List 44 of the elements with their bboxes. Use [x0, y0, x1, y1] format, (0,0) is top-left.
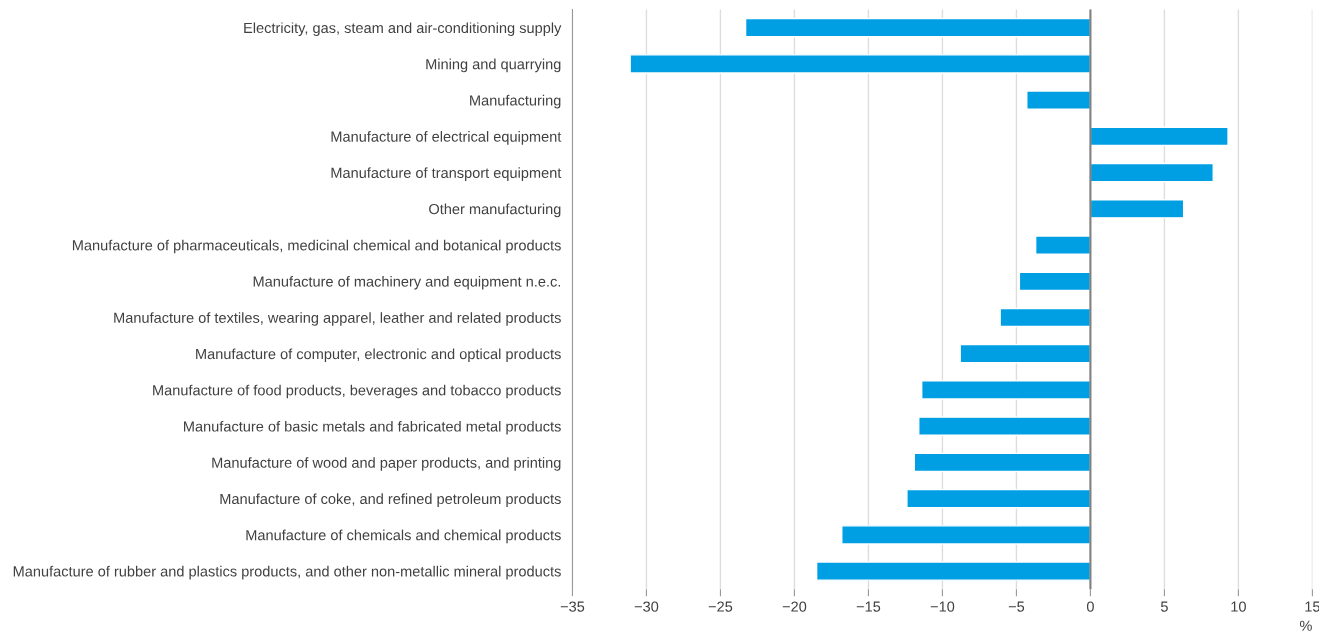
y-tick-label: Manufacture of chemicals and chemical products [246, 529, 561, 544]
x-tick-label: 10 [1231, 601, 1246, 612]
y-tick-label: Manufacture of electrical equipment [331, 131, 562, 145]
y-tick-label: Manufacture of food products, beverages and tobacco products [153, 384, 561, 399]
bar [744, 17, 1092, 38]
x-tick-label: −5 [1008, 601, 1025, 612]
y-tick-label: Manufacture of rubber and plastics products, and other non-metallic mineral products [13, 565, 561, 580]
bar [921, 380, 1092, 400]
bar [959, 343, 1092, 364]
y-tick-label: Manufacture of transport equipment [331, 167, 562, 181]
bar [999, 307, 1092, 328]
y-tick-label: Manufacture of basic metals and fabricated metal products [184, 420, 561, 435]
x-tick-label: 0 [1086, 601, 1094, 612]
x-tick-label: −35 [560, 601, 585, 612]
bar [906, 488, 1092, 509]
x-tick-label: 15 [1305, 601, 1319, 612]
y-tick-label: Manufacture of pharmaceuticals, medicinal chemical and botanical products [72, 239, 561, 254]
y-tick-label: Manufacture of machinery and equipment n.e.c. [253, 275, 561, 290]
y-tick-label: Manufacture of coke, and refined petroleum products [220, 493, 561, 507]
x-axis-title: % [1299, 620, 1312, 631]
bar [1026, 90, 1092, 110]
x-tick-label: −10 [930, 601, 955, 612]
y-tick-label: Manufacture of computer, electronic and optical products [196, 348, 561, 363]
x-tick-label: 5 [1160, 601, 1168, 612]
bar [1034, 235, 1092, 255]
bar [913, 452, 1092, 473]
y-tick-label: Manufacture of textiles, wearing apparel, leather and related products [114, 312, 561, 326]
bar [1089, 199, 1185, 219]
x-tick-label: −20 [782, 601, 807, 612]
bar [841, 525, 1092, 545]
bar [1089, 162, 1214, 183]
bar [815, 561, 1092, 581]
y-tick-label: Manufacture of wood and paper products, and printing [212, 457, 561, 471]
x-tick-label: −25 [708, 601, 733, 612]
y-tick-label: Mining and quarrying [426, 58, 561, 73]
bar [1018, 271, 1092, 292]
y-tick-label: Other manufacturing [429, 203, 561, 218]
bar [629, 54, 1092, 74]
bar [1089, 126, 1229, 147]
x-tick-label: −15 [856, 601, 881, 612]
bar [918, 416, 1092, 436]
y-tick-label: Electricity, gas, steam and air-conditioning supply [244, 22, 562, 36]
x-tick-label: −30 [634, 601, 659, 612]
y-tick-label: Manufacturing [470, 94, 561, 109]
